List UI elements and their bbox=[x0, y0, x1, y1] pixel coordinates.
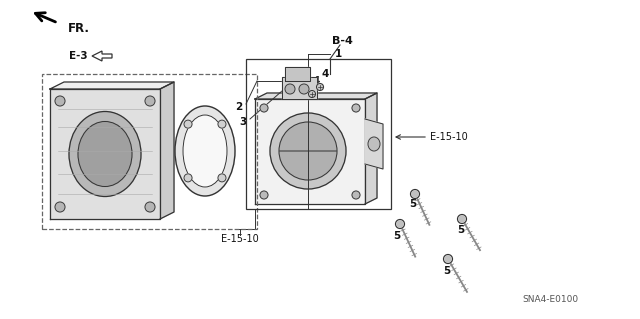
Polygon shape bbox=[282, 77, 317, 99]
Circle shape bbox=[352, 104, 360, 112]
Text: 1: 1 bbox=[335, 49, 342, 59]
Text: B-4: B-4 bbox=[332, 36, 353, 46]
Ellipse shape bbox=[368, 137, 380, 151]
Text: FR.: FR. bbox=[68, 23, 90, 35]
Ellipse shape bbox=[69, 112, 141, 197]
Bar bbox=[42, 74, 257, 229]
Polygon shape bbox=[50, 82, 174, 89]
Circle shape bbox=[308, 91, 316, 98]
Circle shape bbox=[218, 174, 226, 182]
Circle shape bbox=[412, 191, 418, 197]
Circle shape bbox=[260, 104, 268, 112]
Circle shape bbox=[410, 189, 419, 198]
Ellipse shape bbox=[183, 115, 227, 187]
Text: 3: 3 bbox=[240, 117, 247, 127]
Text: 5: 5 bbox=[394, 231, 401, 241]
Circle shape bbox=[145, 96, 155, 106]
Circle shape bbox=[55, 96, 65, 106]
Text: E-15-10: E-15-10 bbox=[430, 132, 468, 142]
Circle shape bbox=[299, 84, 309, 94]
Circle shape bbox=[260, 191, 268, 199]
Circle shape bbox=[396, 219, 404, 228]
Circle shape bbox=[459, 216, 465, 222]
Ellipse shape bbox=[279, 122, 337, 180]
Text: 4: 4 bbox=[312, 76, 320, 86]
Circle shape bbox=[285, 84, 295, 94]
Polygon shape bbox=[255, 93, 377, 99]
Text: 5: 5 bbox=[444, 266, 451, 276]
Circle shape bbox=[445, 256, 451, 262]
Text: 4: 4 bbox=[321, 69, 329, 79]
Circle shape bbox=[317, 84, 323, 91]
Circle shape bbox=[218, 120, 226, 128]
Bar bbox=[246, 59, 391, 209]
Text: 2: 2 bbox=[235, 102, 242, 112]
Circle shape bbox=[184, 120, 192, 128]
Circle shape bbox=[145, 202, 155, 212]
Circle shape bbox=[444, 255, 452, 263]
Ellipse shape bbox=[175, 106, 235, 196]
Polygon shape bbox=[365, 119, 383, 169]
Text: 5: 5 bbox=[410, 199, 417, 209]
Text: 5: 5 bbox=[458, 225, 465, 235]
Polygon shape bbox=[160, 82, 174, 219]
Polygon shape bbox=[285, 67, 310, 81]
Circle shape bbox=[184, 174, 192, 182]
Text: E-3: E-3 bbox=[69, 51, 88, 61]
Polygon shape bbox=[92, 51, 112, 61]
Circle shape bbox=[55, 202, 65, 212]
Circle shape bbox=[458, 214, 467, 224]
Text: SNA4-E0100: SNA4-E0100 bbox=[522, 294, 578, 303]
Polygon shape bbox=[50, 89, 160, 219]
Polygon shape bbox=[255, 99, 365, 204]
Circle shape bbox=[397, 221, 403, 227]
Ellipse shape bbox=[270, 113, 346, 189]
Text: E-15-10: E-15-10 bbox=[221, 234, 259, 244]
Ellipse shape bbox=[78, 122, 132, 187]
Circle shape bbox=[352, 191, 360, 199]
Polygon shape bbox=[365, 93, 377, 204]
